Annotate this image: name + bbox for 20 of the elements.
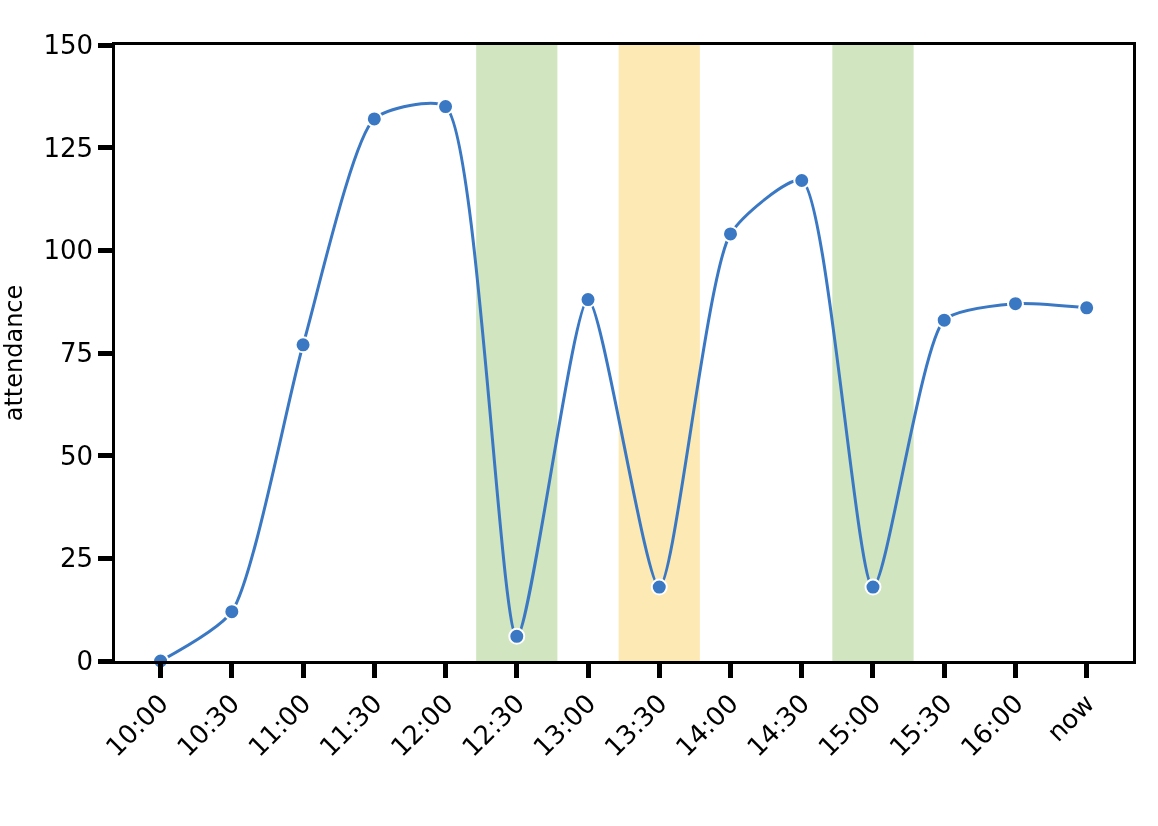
point	[508, 627, 526, 645]
point	[223, 603, 241, 621]
y-tick-label: 75	[59, 338, 94, 369]
point	[365, 110, 383, 128]
point	[650, 578, 668, 596]
y-tick-label: 0	[76, 646, 94, 677]
point	[935, 311, 953, 329]
y-tick-label: 100	[43, 235, 94, 266]
point	[1078, 299, 1096, 317]
y-tick-label: 150	[43, 30, 94, 61]
point	[579, 291, 597, 309]
y-tick-label: 50	[59, 440, 94, 471]
point	[722, 225, 739, 243]
point	[1006, 295, 1024, 313]
y-tick-label: 25	[59, 543, 94, 574]
y-tick-label: 125	[43, 132, 94, 163]
point	[864, 578, 882, 596]
point	[294, 336, 312, 354]
point	[793, 172, 811, 190]
y-axis-title: attendance	[0, 284, 28, 422]
